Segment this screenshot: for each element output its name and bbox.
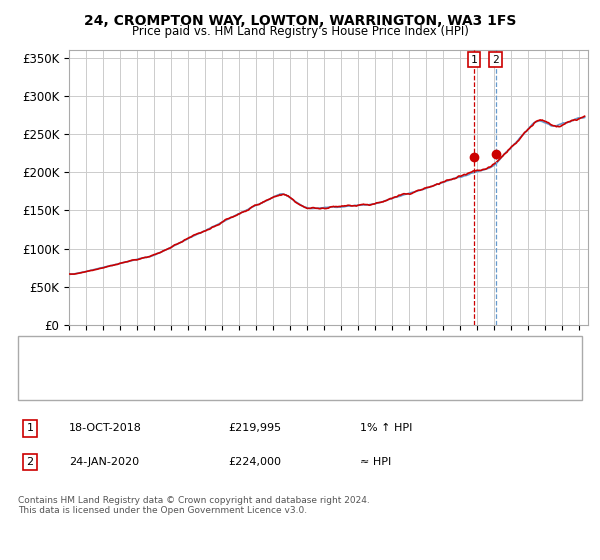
Text: ——: ——	[24, 347, 55, 362]
Text: Price paid vs. HM Land Registry's House Price Index (HPI): Price paid vs. HM Land Registry's House …	[131, 25, 469, 38]
Text: Contains HM Land Registry data © Crown copyright and database right 2024.
This d: Contains HM Land Registry data © Crown c…	[18, 496, 370, 515]
Text: 24, CROMPTON WAY, LOWTON, WARRINGTON, WA3 1FS (detached house): 24, CROMPTON WAY, LOWTON, WARRINGTON, WA…	[63, 349, 447, 359]
Text: 1% ↑ HPI: 1% ↑ HPI	[360, 423, 412, 433]
Text: HPI: Average price, detached house, Wigan: HPI: Average price, detached house, Wiga…	[63, 377, 289, 388]
Text: ——: ——	[24, 375, 55, 390]
Text: 1: 1	[26, 423, 34, 433]
Text: ≈ HPI: ≈ HPI	[360, 457, 391, 467]
Text: 24, CROMPTON WAY, LOWTON, WARRINGTON, WA3 1FS: 24, CROMPTON WAY, LOWTON, WARRINGTON, WA…	[84, 14, 516, 28]
Text: 2: 2	[492, 54, 499, 64]
Text: 2: 2	[26, 457, 34, 467]
Text: £219,995: £219,995	[228, 423, 281, 433]
Text: 24-JAN-2020: 24-JAN-2020	[69, 457, 139, 467]
Text: £224,000: £224,000	[228, 457, 281, 467]
Text: 1: 1	[470, 54, 477, 64]
Text: 18-OCT-2018: 18-OCT-2018	[69, 423, 142, 433]
